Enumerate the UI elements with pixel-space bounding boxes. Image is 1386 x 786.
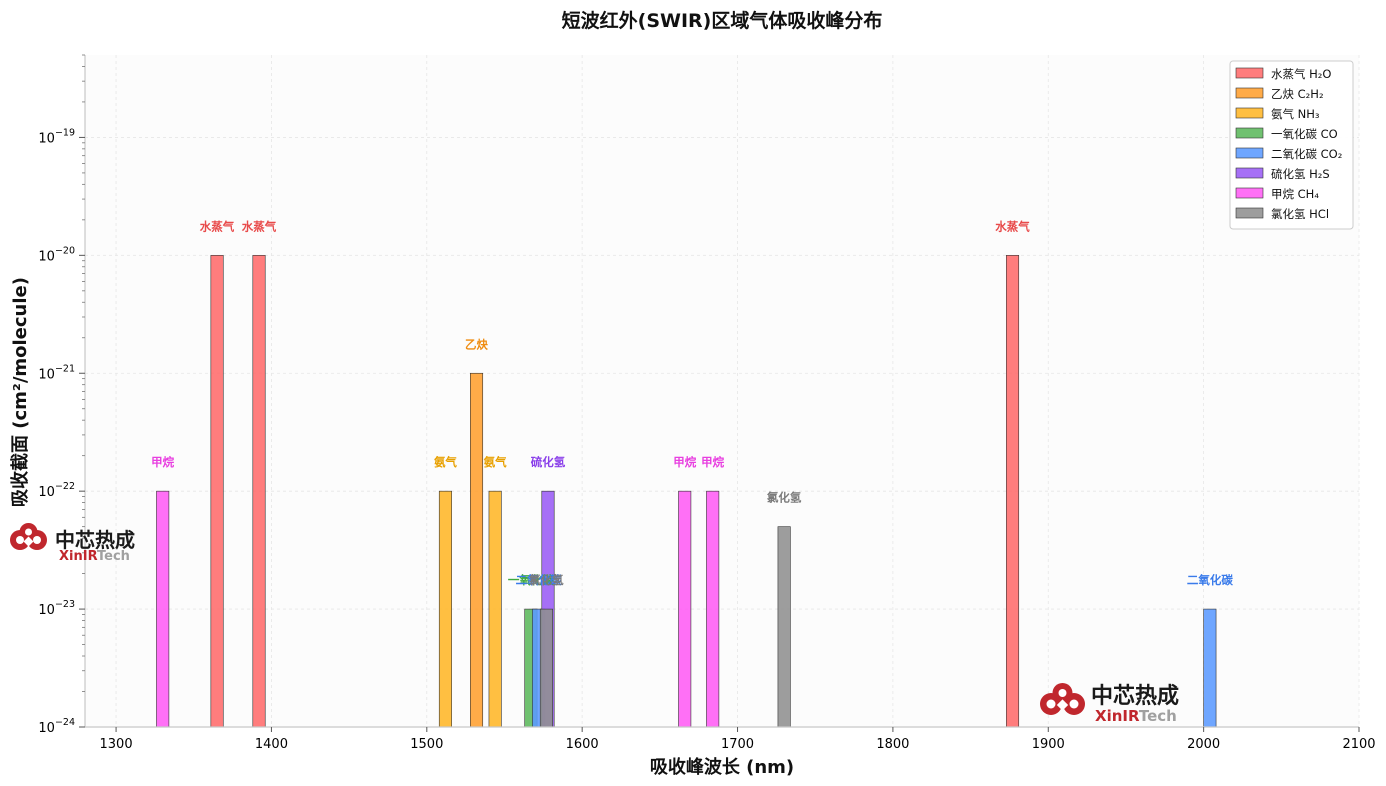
svg-text:XinIRTech: XinIRTech — [59, 549, 130, 564]
x-tick-label: 2100 — [1342, 737, 1375, 752]
bar-7 — [777, 526, 791, 728]
x-tick-label: 1900 — [1032, 737, 1065, 752]
legend-entry-label: 乙炔 C₂H₂ — [1271, 87, 1324, 101]
bar-4 — [1203, 608, 1217, 728]
x-axis-label: 吸收峰波长 (nm) — [650, 756, 794, 778]
bar-label: 甲烷 — [673, 455, 696, 469]
legend-swatch — [1235, 67, 1264, 79]
logo-chinese-name: 中芯热成 — [55, 528, 135, 552]
bar-label: 氯化氢 — [529, 573, 564, 587]
bar-label: 甲烷 — [701, 455, 724, 469]
x-tick-label: 2000 — [1187, 737, 1220, 752]
legend-swatch — [1235, 107, 1264, 119]
bar-label: 乙炔 — [465, 337, 488, 351]
legend-entry-label: 一氧化碳 CO — [1271, 127, 1338, 141]
x-tick-label: 1400 — [255, 737, 288, 752]
legend-entry-label: 甲烷 CH₄ — [1271, 187, 1319, 201]
bars-layer — [156, 255, 1217, 728]
logo-english-a: XinIR — [59, 549, 98, 564]
x-tick-label: 1300 — [100, 737, 133, 752]
legend-swatch — [1235, 87, 1264, 99]
company-logo-left: 中芯热成 XinIRTech — [10, 523, 135, 564]
bar-2 — [488, 490, 502, 728]
bar-2 — [438, 490, 452, 728]
bar-label: 甲烷 — [151, 455, 174, 469]
x-tick-label: 1700 — [721, 737, 754, 752]
bar-6 — [678, 490, 692, 728]
logo-english-b: Tech — [1139, 707, 1177, 725]
grid-layer — [85, 55, 1360, 728]
y-tick-label: 10−19 — [38, 127, 75, 146]
bar-label: 硫化氢 — [531, 455, 566, 469]
legend-entry-label: 氨气 NH₃ — [1271, 107, 1320, 121]
svg-text:XinIRTech: XinIRTech — [1095, 707, 1177, 725]
bar-1 — [470, 372, 484, 728]
y-tick-label: 10−21 — [38, 363, 75, 382]
legend-entry-label: 水蒸气 H₂O — [1271, 67, 1331, 81]
bar-7 — [539, 608, 553, 728]
bar-0 — [1006, 255, 1020, 728]
logo-mark-icon — [1040, 683, 1085, 715]
axes-layer: 1300 1400 1500 1600 1700 1800 1900 2000 2100 10−2… — [38, 54, 1376, 752]
legend: 水蒸气 H₂O 乙炔 C₂H₂ 氨气 NH₃ 一氧化碳 CO 二氧化碳 CO₂ 硫化氢 H… — [1229, 60, 1354, 230]
company-logo-right: 中芯热成 XinIRTech — [1040, 683, 1179, 725]
bar-6 — [706, 490, 720, 728]
y-tick-label: 10−24 — [38, 717, 75, 736]
legend-entry-label: 硫化氢 H₂S — [1271, 167, 1330, 181]
y-tick-label: 10−23 — [38, 599, 75, 618]
bar-label: 水蒸气 — [242, 219, 277, 233]
plot-background — [85, 55, 1359, 727]
bar-6 — [156, 490, 170, 728]
x-tick-label: 1600 — [566, 737, 599, 752]
bar-label: 氨气 — [434, 455, 457, 469]
legend-swatch — [1235, 187, 1264, 199]
bar-label: 氨气 — [484, 455, 507, 469]
legend-entry-label: 氯化氢 HCl — [1271, 207, 1329, 221]
bar-label: 氯化氢 — [767, 491, 802, 505]
bar-label: 二氧化碳 — [516, 573, 562, 587]
legend-entry-label: 二氧化碳 CO₂ — [1271, 147, 1342, 161]
logo-chinese-name: 中芯热成 — [1091, 683, 1179, 709]
y-tick-label: 10−20 — [38, 245, 75, 264]
logo-english-b: Tech — [97, 549, 130, 564]
bar-label: 水蒸气 — [200, 219, 235, 233]
legend-swatch — [1235, 167, 1264, 179]
bar-label: 一氧化碳 — [508, 573, 554, 587]
legend-swatch — [1235, 147, 1264, 159]
legend-swatch — [1235, 207, 1264, 219]
x-tick-label: 1800 — [876, 737, 909, 752]
logo-english-a: XinIR — [1095, 707, 1140, 725]
legend-swatch — [1235, 127, 1264, 139]
logo-mark-icon — [10, 523, 47, 550]
legend-box — [1229, 60, 1354, 230]
bar-0 — [210, 255, 224, 728]
bar-0 — [252, 255, 266, 728]
x-tick-label: 1500 — [410, 737, 443, 752]
y-axis-label: 吸收截面 (cm²/molecule) — [9, 277, 31, 507]
bar-label: 二氧化碳 — [1187, 573, 1233, 587]
bar-label: 水蒸气 — [995, 219, 1030, 233]
chart-title: 短波红外(SWIR)区域气体吸收峰分布 — [562, 9, 883, 32]
y-tick-label: 10−22 — [38, 481, 75, 500]
